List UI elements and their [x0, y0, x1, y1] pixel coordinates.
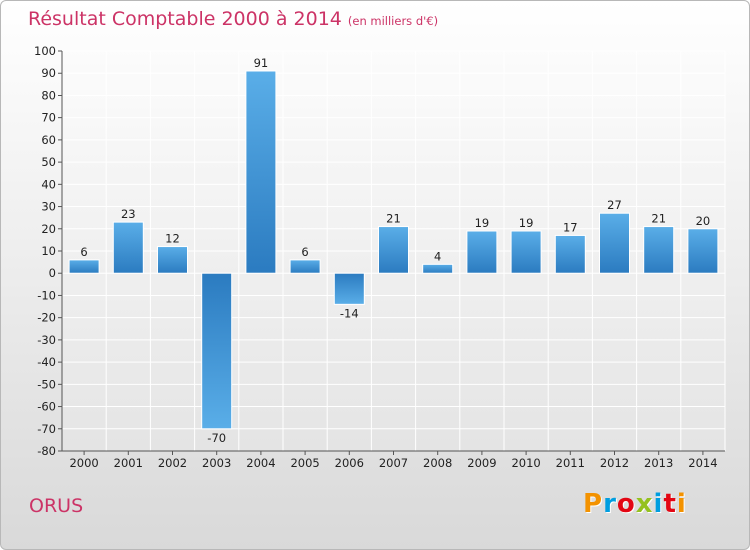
x-tick-label: 2012 — [600, 456, 629, 470]
bar — [643, 226, 675, 274]
chart-subtitle: (en milliers d'€) — [347, 14, 439, 28]
logo-letter: x — [635, 489, 654, 519]
bar-value-label: 4 — [434, 249, 441, 263]
bar — [289, 259, 321, 274]
bar-value-label: 19 — [475, 216, 490, 230]
bar — [422, 263, 454, 274]
bar-value-label: 6 — [80, 245, 87, 259]
y-tick-label: -20 — [37, 311, 56, 325]
bar — [112, 221, 144, 274]
x-tick-label: 2010 — [511, 456, 540, 470]
bar-value-label: 21 — [386, 212, 401, 226]
bar — [157, 246, 188, 274]
y-tick-label: -40 — [37, 355, 56, 369]
x-tick-label: 2000 — [69, 456, 98, 470]
x-tick-label: 2001 — [114, 456, 143, 470]
x-tick-label: 2006 — [335, 456, 364, 470]
logo-letter: r — [603, 489, 617, 519]
y-tick-label: 80 — [41, 88, 56, 102]
y-tick-label: 30 — [41, 200, 56, 214]
bar-value-label: 91 — [254, 56, 269, 70]
logo-letter: t — [663, 489, 677, 519]
y-tick-label: 70 — [41, 111, 56, 125]
bar — [333, 272, 365, 305]
y-tick-label: 20 — [41, 222, 56, 236]
x-tick-label: 2014 — [688, 456, 717, 470]
x-tick-label: 2007 — [379, 456, 408, 470]
logo-letter: P — [583, 489, 604, 519]
proxiti-logo[interactable]: Proxiti — [583, 489, 687, 519]
bar-value-label: 20 — [696, 214, 711, 228]
logo-letter: i — [653, 489, 664, 519]
y-tick-label: -80 — [37, 444, 56, 458]
x-tick-label: 2004 — [246, 456, 275, 470]
chart-title-text: Résultat Comptable 2000 à 2014 — [28, 8, 342, 30]
y-tick-label: 0 — [49, 266, 56, 280]
bar-value-label: 27 — [607, 198, 622, 212]
bar-value-label: 17 — [563, 220, 578, 234]
y-tick-label: -50 — [37, 377, 56, 391]
bar-value-label: 6 — [301, 245, 308, 259]
y-tick-label: -30 — [37, 333, 56, 347]
x-tick-label: 2002 — [158, 456, 187, 470]
y-tick-label: -70 — [37, 422, 56, 436]
bar — [68, 259, 100, 274]
bar — [554, 234, 586, 274]
bar-value-label: 23 — [121, 207, 136, 221]
y-tick-label: -60 — [37, 400, 56, 414]
bar-value-label: 21 — [651, 212, 666, 226]
y-tick-label: 50 — [41, 155, 56, 169]
bar — [599, 212, 630, 274]
bar-value-label: -14 — [340, 306, 359, 320]
x-tick-label: 2009 — [467, 456, 496, 470]
bar — [201, 272, 233, 430]
x-tick-label: 2003 — [202, 456, 231, 470]
bar-value-label: -70 — [207, 431, 226, 445]
x-tick-label: 2011 — [556, 456, 585, 470]
bar — [378, 226, 409, 274]
logo-letter: o — [616, 489, 636, 519]
bar-value-label: 12 — [165, 232, 180, 246]
bar — [687, 228, 719, 274]
y-tick-label: 40 — [41, 177, 56, 191]
y-tick-label: 60 — [41, 133, 56, 147]
y-tick-label: 10 — [41, 244, 56, 258]
x-tick-label: 2013 — [644, 456, 673, 470]
town-name: ORUS — [29, 495, 84, 517]
bar — [510, 230, 542, 274]
y-tick-label: -10 — [37, 288, 56, 302]
bar — [245, 70, 277, 274]
x-tick-label: 2008 — [423, 456, 452, 470]
logo-letter: i — [676, 489, 687, 519]
bar — [466, 230, 498, 274]
y-tick-label: 90 — [41, 66, 56, 80]
y-tick-label: 100 — [34, 44, 56, 58]
bar-value-label: 19 — [519, 216, 534, 230]
x-tick-label: 2005 — [290, 456, 319, 470]
chart-title: Résultat Comptable 2000 à 2014 (en millie… — [28, 8, 438, 30]
